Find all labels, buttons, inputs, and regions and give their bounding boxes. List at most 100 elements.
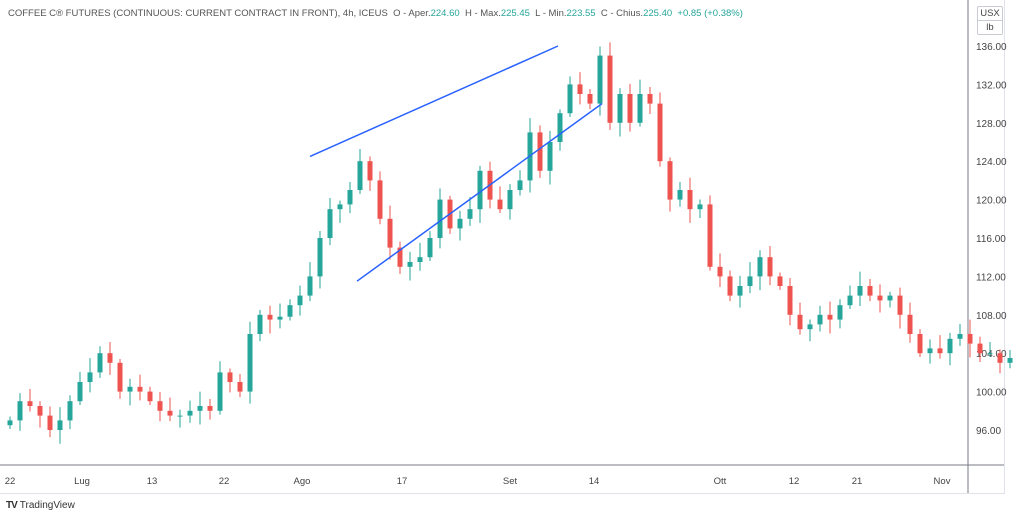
candle-body — [137, 386, 143, 392]
close-value: 225.40 — [643, 8, 673, 19]
candle-body — [357, 161, 363, 190]
tradingview-logo[interactable]: TV TradingView — [6, 500, 75, 511]
candle-body — [267, 314, 273, 320]
candle-body — [77, 382, 83, 402]
unit-selector[interactable]: USX lb — [977, 6, 1003, 35]
candle-body — [647, 94, 653, 104]
candle-body — [817, 314, 823, 325]
candle-body — [327, 209, 333, 238]
symbol-title: COFFEE C® FUTURES (CONTINUOUS: CURRENT C… — [8, 8, 388, 19]
candle-body — [897, 295, 903, 315]
y-tick-label: 136.00 — [976, 42, 1007, 53]
candle-body — [287, 305, 293, 317]
y-tick-label: 120.00 — [976, 196, 1007, 207]
y-tick-label: 96.00 — [976, 426, 1001, 437]
candle-body — [557, 113, 563, 142]
candle-body — [907, 314, 913, 334]
candle-body — [727, 276, 733, 296]
close-label: C - Chius. — [600, 8, 644, 19]
candle-body — [737, 286, 743, 296]
candle-body — [467, 209, 473, 219]
chart-frame — [0, 0, 1005, 494]
candle-body — [337, 204, 343, 210]
candle-body — [127, 386, 133, 392]
candle-body — [827, 314, 833, 320]
candle-body — [807, 324, 813, 330]
candle-body — [157, 401, 163, 411]
y-tick-label: 108.00 — [976, 311, 1007, 322]
candle-body — [257, 314, 263, 334]
candle-body — [167, 410, 173, 416]
candle-body — [927, 348, 933, 354]
candle-body — [887, 295, 893, 301]
candle-body — [97, 353, 103, 373]
candle-body — [497, 199, 503, 210]
trendline — [309, 45, 559, 158]
open-value: 224.60 — [430, 8, 460, 19]
candle-body — [207, 406, 213, 411]
candle-body — [677, 190, 683, 200]
candle-body — [697, 204, 703, 210]
candle-body — [617, 94, 623, 123]
trendline — [356, 102, 603, 282]
y-tick-label: 116.00 — [976, 234, 1006, 245]
candle-body — [517, 180, 523, 190]
candle-body — [837, 305, 843, 320]
x-tick-label: Nov — [934, 476, 951, 487]
candle-body — [597, 55, 603, 104]
candle-body — [397, 247, 403, 267]
candle-body — [947, 338, 953, 354]
y-tick-label: 124.00 — [976, 157, 1007, 168]
high-label: H - Max. — [464, 8, 501, 19]
candle-body — [407, 262, 413, 267]
candle-body — [867, 286, 873, 296]
open-label: O - Aper. — [393, 8, 431, 19]
candle-body — [187, 410, 193, 416]
candle-body — [147, 391, 153, 402]
candle-body — [107, 353, 113, 363]
candle-body — [997, 353, 1003, 363]
x-tick-label: Lug — [74, 476, 90, 487]
measure-unit[interactable]: lb — [978, 20, 1002, 34]
candle-body — [17, 401, 23, 421]
candle-body — [197, 406, 203, 411]
x-tick-label: 14 — [589, 476, 600, 487]
candle-body — [767, 257, 773, 277]
x-tick-label: Set — [503, 476, 518, 487]
y-tick-label: 128.00 — [976, 119, 1007, 130]
candle-body — [857, 286, 863, 296]
tradingview-logo-icon: TV — [6, 500, 18, 511]
x-tick-label: 22 — [5, 476, 16, 487]
candle-body — [367, 161, 373, 181]
candle-body — [87, 372, 93, 382]
candle-body — [957, 334, 963, 339]
candle-body — [627, 94, 633, 123]
candle-body — [987, 353, 993, 355]
candle-body — [377, 180, 383, 219]
candle-body — [967, 334, 973, 344]
candle-body — [937, 348, 943, 354]
candle-body — [347, 190, 353, 205]
candle-body — [717, 266, 723, 277]
candle-body — [307, 276, 313, 296]
currency-unit[interactable]: USX — [980, 8, 1000, 19]
candle-body — [537, 132, 543, 171]
x-tick-label: 12 — [789, 476, 800, 487]
y-tick-label: 132.00 — [976, 80, 1007, 91]
y-tick-label: 100.00 — [976, 388, 1007, 399]
change-value: +0.85 (+0.38%) — [677, 8, 743, 19]
candle-body — [687, 190, 693, 210]
candle-body — [177, 415, 183, 417]
candle-body — [607, 55, 613, 123]
candle-body — [917, 334, 923, 354]
candle-body — [117, 362, 123, 392]
candle-body — [1007, 358, 1013, 363]
x-tick-label: 22 — [219, 476, 230, 487]
candle-body — [457, 218, 463, 229]
candle-body — [507, 190, 513, 210]
candle-body — [707, 204, 713, 267]
x-tick-label: Ott — [714, 476, 727, 487]
y-tick-label: 104.00 — [976, 349, 1007, 360]
candle-body — [217, 372, 223, 411]
